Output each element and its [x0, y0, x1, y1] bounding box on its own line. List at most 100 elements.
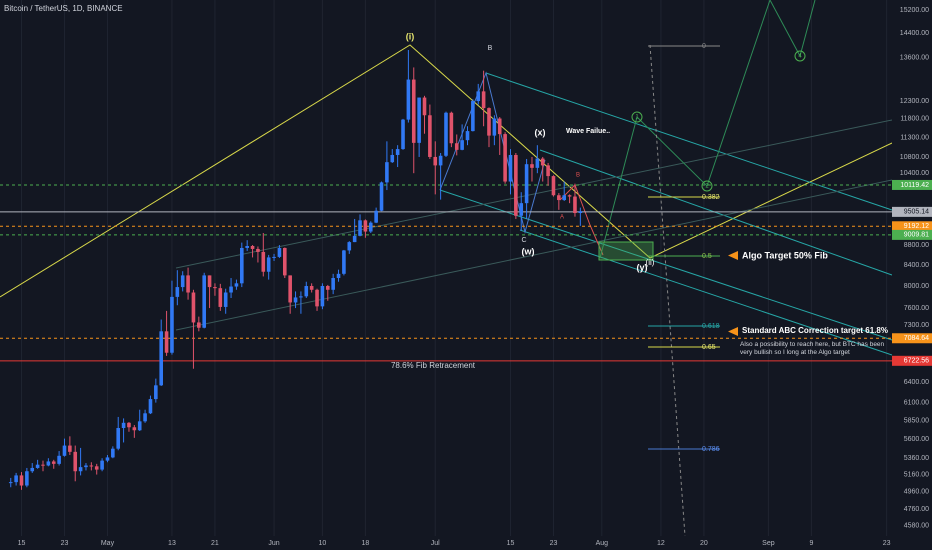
- wave-line: [0, 44, 893, 298]
- candle-body: [562, 195, 567, 201]
- candle-body: [487, 108, 491, 136]
- candle-body: [30, 467, 35, 472]
- y-tick-label: 5600.00: [904, 436, 929, 443]
- candle-body: [229, 286, 233, 293]
- candle-body: [497, 118, 502, 135]
- annotation: 0.618: [702, 323, 720, 330]
- candle-body: [62, 445, 67, 456]
- channel-line: [485, 72, 893, 211]
- candle-body: [368, 222, 373, 232]
- projection: [769, 0, 816, 58]
- candle-body: [454, 143, 459, 150]
- y-tick-label: 5160.00: [904, 471, 929, 478]
- channel-line: [519, 229, 893, 356]
- x-tick-label: May: [101, 540, 115, 547]
- candle-body: [551, 176, 556, 196]
- candle-body: [476, 91, 481, 102]
- candle-body: [8, 482, 13, 484]
- price-label-box: [892, 355, 932, 366]
- candle-body: [84, 465, 88, 468]
- candle-body: [180, 275, 185, 288]
- candle-body: [492, 118, 497, 136]
- annotation: 1: [635, 115, 639, 121]
- x-tick-label: 13: [168, 540, 176, 547]
- grid: [20, 0, 888, 536]
- candle-body: [578, 211, 583, 214]
- candle-body: [465, 131, 470, 141]
- candle-body: [256, 248, 260, 252]
- candle-body: [417, 97, 421, 143]
- wave-marker: [701, 180, 713, 192]
- price-label-box: [892, 206, 932, 217]
- y-tick-label: 6400.00: [904, 379, 929, 386]
- candle-body: [111, 448, 115, 458]
- annotation: B: [488, 45, 493, 52]
- candle-body: [342, 250, 346, 274]
- candle-body: [411, 79, 416, 143]
- candle-body: [557, 195, 561, 201]
- candle-body: [282, 247, 287, 276]
- price-axis: [892, 0, 932, 550]
- candle-body: [374, 210, 378, 223]
- wave-marker: [631, 111, 643, 123]
- candle-body: [433, 156, 438, 166]
- x-tick-label: Sep: [762, 540, 775, 547]
- candle-body: [105, 457, 110, 461]
- x-tick-label: 10: [319, 540, 327, 547]
- x-tick-label: Jun: [268, 540, 279, 547]
- candles: [8, 50, 583, 490]
- x-tick-label: 23: [61, 540, 69, 547]
- x-tick-label: 9: [809, 540, 813, 547]
- price-label: 10119.42: [900, 182, 929, 189]
- candle-body: [132, 427, 137, 431]
- candle-body: [164, 331, 169, 353]
- annotation: (w): [522, 246, 535, 256]
- candle-body: [503, 134, 507, 182]
- x-tick-label: 23: [883, 540, 891, 547]
- wave-marker: [794, 50, 806, 62]
- x-tick-label: 23: [550, 540, 558, 547]
- candle-body: [78, 467, 83, 472]
- arrow: [728, 251, 738, 260]
- x-tick-label: 18: [361, 540, 369, 547]
- y-tick-label: 7600.00: [904, 305, 929, 312]
- annotation: B: [576, 173, 580, 179]
- candle-body: [245, 246, 249, 248]
- candle-body: [197, 322, 201, 328]
- candle-body: [406, 79, 411, 120]
- x-tick-label: 20: [700, 540, 708, 547]
- annotation: 0.382: [702, 194, 720, 201]
- wave-line: [559, 184, 604, 256]
- y-tick-label: 8000.00: [904, 283, 929, 290]
- x-tick-label: 12: [657, 540, 665, 547]
- y-tick-label: 5360.00: [904, 455, 929, 462]
- candle-body: [73, 451, 78, 472]
- y-tick-label: 14400.00: [900, 30, 929, 37]
- x-tick-label: Jul: [431, 540, 440, 547]
- candle-body: [471, 101, 475, 132]
- channel-line: [175, 119, 893, 269]
- candle-body: [35, 464, 40, 468]
- candle-body: [218, 288, 223, 307]
- candle-body: [41, 464, 45, 466]
- candle-body: [51, 461, 56, 464]
- price-label: 9009.81: [904, 232, 929, 239]
- candle-body: [240, 247, 244, 284]
- candle-body: [347, 242, 352, 251]
- projection: [599, 0, 771, 259]
- x-tick-label: Aug: [596, 540, 609, 547]
- candle-body: [325, 286, 330, 290]
- annotation: (ii): [646, 258, 655, 267]
- x-tick-label: 21: [211, 540, 219, 547]
- annotation: Algo Target 50% Fib: [742, 250, 828, 260]
- candle-body: [57, 455, 61, 464]
- annotation: (x): [535, 127, 546, 137]
- candle-body: [320, 286, 325, 307]
- arrow: [728, 327, 738, 336]
- candle-body: [331, 278, 335, 290]
- annotation: A: [560, 215, 564, 221]
- y-tick-label: 12300.00: [900, 98, 929, 105]
- candle-body: [191, 292, 196, 323]
- candle-body: [19, 475, 24, 486]
